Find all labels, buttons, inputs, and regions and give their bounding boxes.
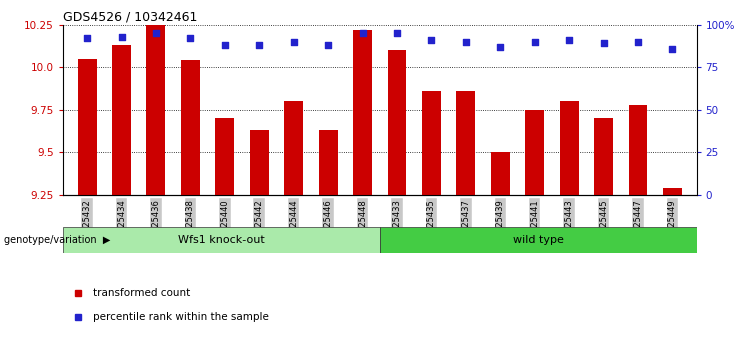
Point: [356, 30, 368, 36]
Point: [529, 39, 541, 45]
Point: [322, 42, 334, 48]
Bar: [491, 152, 510, 195]
Text: Wfs1 knock-out: Wfs1 knock-out: [178, 235, 265, 245]
Point: [219, 42, 230, 48]
Text: wild type: wild type: [513, 235, 564, 245]
Bar: [663, 188, 682, 195]
Bar: [628, 105, 648, 195]
Point: [150, 30, 162, 36]
Point: [82, 35, 93, 41]
Point: [666, 46, 678, 51]
Point: [253, 42, 265, 48]
Text: percentile rank within the sample: percentile rank within the sample: [93, 312, 268, 322]
Text: GDS4526 / 10342461: GDS4526 / 10342461: [63, 11, 197, 24]
Bar: [559, 101, 579, 195]
Point: [494, 44, 506, 50]
Bar: [456, 91, 475, 195]
Point: [425, 37, 437, 43]
Bar: [422, 91, 441, 195]
Bar: [181, 61, 200, 195]
Bar: [112, 45, 131, 195]
Bar: [78, 59, 96, 195]
Bar: [216, 118, 234, 195]
Point: [563, 37, 575, 43]
Bar: [353, 30, 372, 195]
Bar: [63, 227, 379, 253]
Bar: [525, 110, 544, 195]
Point: [288, 39, 299, 45]
Bar: [379, 227, 697, 253]
Text: genotype/variation  ▶: genotype/variation ▶: [4, 235, 110, 245]
Point: [460, 39, 472, 45]
Point: [598, 41, 610, 46]
Bar: [147, 25, 165, 195]
Bar: [594, 118, 613, 195]
Bar: [285, 101, 303, 195]
Point: [632, 39, 644, 45]
Bar: [319, 130, 338, 195]
Bar: [250, 130, 269, 195]
Bar: [388, 50, 407, 195]
Point: [391, 30, 403, 36]
Text: transformed count: transformed count: [93, 288, 190, 298]
Point: [116, 34, 127, 40]
Point: [185, 35, 196, 41]
